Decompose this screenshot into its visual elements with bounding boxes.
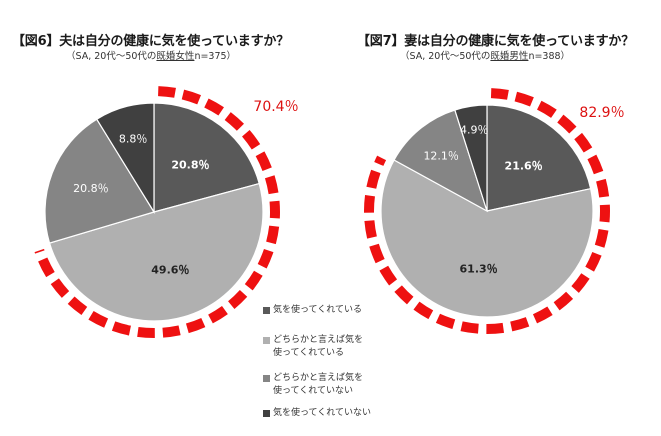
pie-slice xyxy=(380,159,594,318)
pie-slice xyxy=(48,182,264,322)
pie-slice xyxy=(486,104,592,212)
highlight-total-label: 70.4％ xyxy=(253,99,298,115)
legend-label: どちらかと言えば気を 使ってくれている xyxy=(273,335,364,358)
figure7-title: 【図7】妻は自分の健康に気を使っていますか？ xyxy=(357,34,634,49)
legend-swatch xyxy=(263,410,270,417)
pie-slice xyxy=(393,109,489,213)
figure6-title: 【図6】夫は自分の健康に気を使っていますか？ xyxy=(12,34,289,49)
legend-swatch xyxy=(263,307,270,314)
figure6-subtitle-underlined: 既婚女性 xyxy=(156,51,195,62)
pie-slice xyxy=(44,118,155,244)
slice-data-label: 21.6％ xyxy=(505,160,543,173)
highlight-dash-ring xyxy=(364,88,610,334)
slice-data-label: 20.8％ xyxy=(171,158,209,171)
pie-slice xyxy=(153,102,260,213)
figure6-subtitle-pre: （SA, 20代～50代の xyxy=(66,51,157,62)
highlight-total-label: 82.9％ xyxy=(579,105,624,121)
legend-swatch xyxy=(263,375,270,382)
figure7-subtitle-post: n=388） xyxy=(528,51,571,62)
highlight-dash-ring xyxy=(34,86,280,338)
slice-data-label: 61.3％ xyxy=(460,263,498,276)
pie-slice xyxy=(95,102,155,215)
figure7-subtitle: （SA, 20代～50代の既婚男性n=388） xyxy=(400,48,570,62)
slice-data-label: 20.8％ xyxy=(73,182,109,195)
legend-swatch xyxy=(263,337,270,344)
figure6-subtitle-post: n=375） xyxy=(194,51,237,62)
figure7-subtitle-pre: （SA, 20代～50代の xyxy=(400,51,491,62)
pie-slice xyxy=(454,104,488,212)
legend-label: 気を使ってくれていない xyxy=(273,408,372,418)
slice-data-label: 4.9％ xyxy=(460,123,489,136)
slice-data-label: 8.8％ xyxy=(119,133,148,146)
legend-label: 気を使ってくれている xyxy=(273,305,363,315)
slice-data-label: 12.1％ xyxy=(423,149,459,162)
figure6-subtitle: （SA, 20代～50代の既婚女性n=375） xyxy=(66,48,236,62)
slice-data-label: 49.6％ xyxy=(151,264,189,277)
legend-label: どちらかと言えば気を 使ってくれていない xyxy=(273,373,364,396)
figure7-subtitle-underlined: 既婚男性 xyxy=(490,51,529,62)
